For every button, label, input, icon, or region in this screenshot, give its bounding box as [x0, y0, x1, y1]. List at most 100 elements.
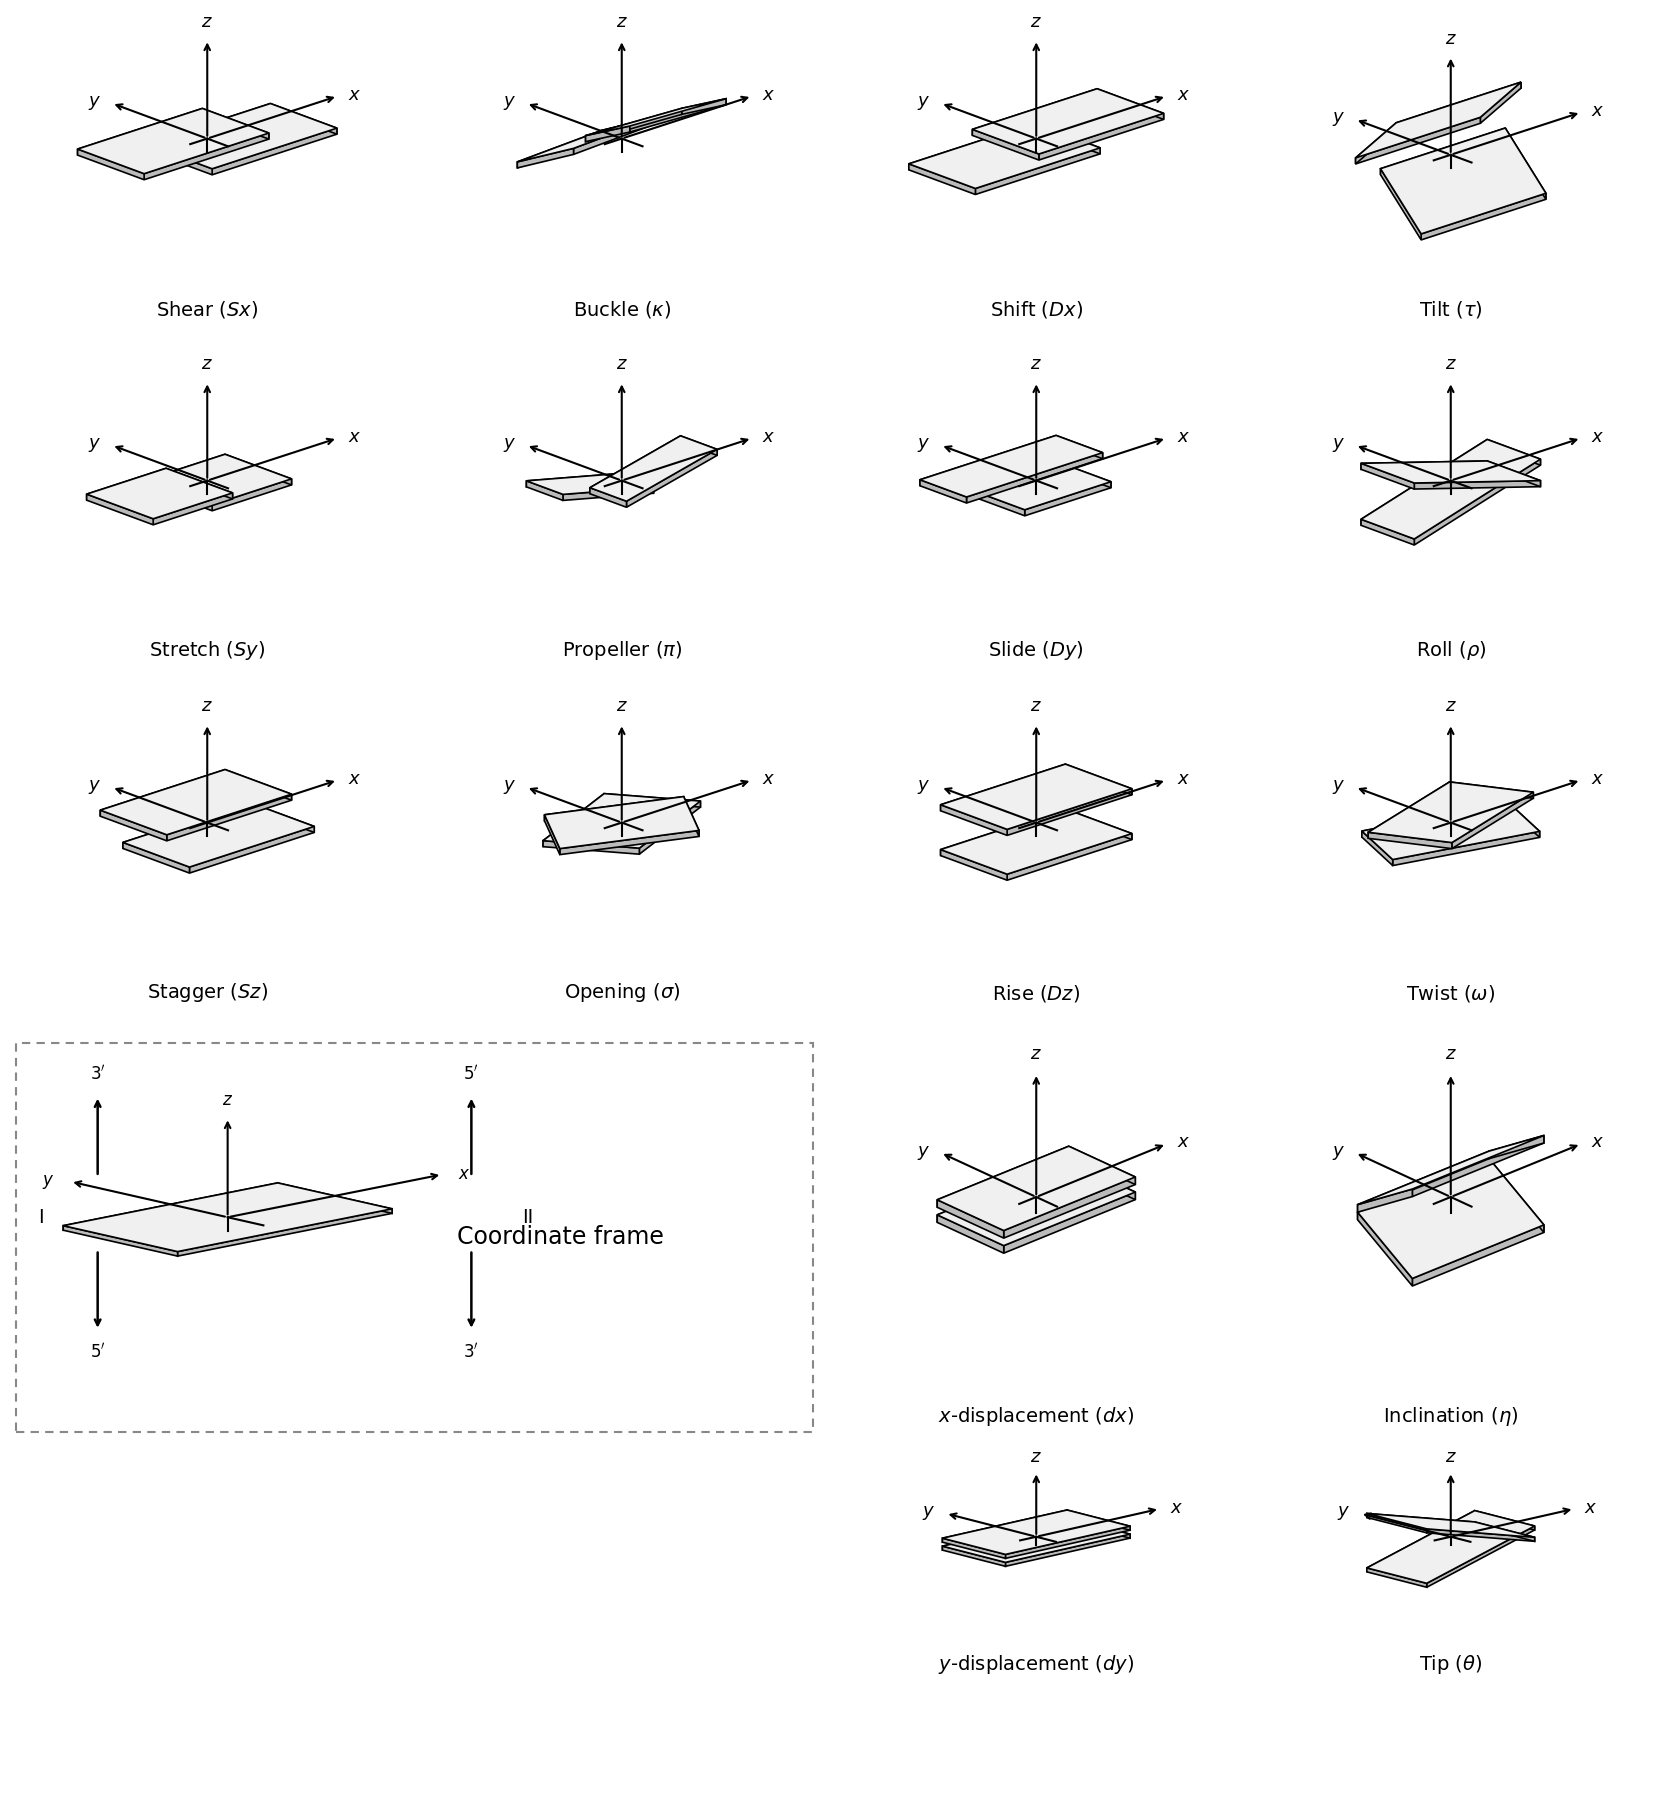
Text: $z$: $z$	[1443, 1046, 1457, 1064]
Polygon shape	[543, 794, 603, 846]
Polygon shape	[247, 801, 315, 832]
Polygon shape	[1069, 1161, 1135, 1199]
Polygon shape	[1488, 1159, 1543, 1233]
Text: $z$: $z$	[1443, 1447, 1457, 1465]
Polygon shape	[1505, 128, 1544, 200]
Polygon shape	[146, 144, 212, 175]
Polygon shape	[1360, 518, 1413, 545]
Polygon shape	[1360, 832, 1392, 866]
Polygon shape	[1360, 463, 1413, 490]
Polygon shape	[1412, 1136, 1543, 1197]
Text: $y$: $y$	[1331, 1143, 1344, 1161]
Polygon shape	[543, 815, 560, 855]
Polygon shape	[590, 488, 626, 508]
Polygon shape	[585, 126, 630, 142]
Text: $z$: $z$	[1029, 697, 1042, 715]
Polygon shape	[86, 495, 152, 526]
Polygon shape	[1365, 1568, 1427, 1588]
Polygon shape	[63, 1226, 177, 1256]
Polygon shape	[225, 454, 292, 484]
Polygon shape	[1380, 169, 1420, 239]
Polygon shape	[630, 99, 726, 131]
Polygon shape	[225, 770, 292, 801]
Text: $y$: $y$	[1331, 110, 1344, 128]
Text: $x$: $x$	[1176, 86, 1190, 104]
Text: Stagger ($Sz$): Stagger ($Sz$)	[146, 981, 268, 1004]
Text: $z$: $z$	[1443, 355, 1457, 373]
Text: $x$: $x$	[762, 86, 775, 104]
Polygon shape	[1357, 1159, 1488, 1220]
Polygon shape	[123, 842, 189, 873]
Text: Rise ($Dz$): Rise ($Dz$)	[991, 983, 1080, 1004]
Polygon shape	[167, 794, 292, 841]
Polygon shape	[940, 808, 1065, 855]
Polygon shape	[1067, 1510, 1130, 1530]
Polygon shape	[1004, 1526, 1130, 1559]
Polygon shape	[936, 1201, 1002, 1238]
Polygon shape	[1365, 1514, 1473, 1526]
Polygon shape	[1365, 1514, 1427, 1534]
Text: $y$: $y$	[916, 436, 930, 454]
Polygon shape	[1380, 128, 1505, 175]
Polygon shape	[1395, 83, 1519, 130]
Polygon shape	[1473, 1523, 1534, 1541]
Polygon shape	[525, 473, 653, 495]
Polygon shape	[1367, 781, 1533, 842]
Polygon shape	[1365, 1510, 1473, 1571]
Text: $z$: $z$	[615, 13, 628, 31]
Polygon shape	[1357, 1136, 1543, 1204]
Polygon shape	[99, 810, 167, 841]
Text: $z$: $z$	[200, 697, 214, 715]
Polygon shape	[1412, 1224, 1543, 1285]
Polygon shape	[940, 808, 1132, 875]
Polygon shape	[936, 1161, 1135, 1246]
Text: $y$-displacement ($dy$): $y$-displacement ($dy$)	[938, 1652, 1133, 1676]
Text: $y$: $y$	[916, 94, 930, 112]
Polygon shape	[146, 481, 212, 511]
Polygon shape	[940, 850, 1006, 880]
Text: $x$: $x$	[1591, 770, 1604, 788]
Polygon shape	[681, 99, 726, 115]
Polygon shape	[1360, 803, 1508, 837]
Polygon shape	[1056, 436, 1102, 459]
Polygon shape	[560, 830, 699, 855]
Text: $z$: $z$	[200, 13, 214, 31]
Polygon shape	[144, 133, 268, 180]
Polygon shape	[202, 108, 268, 139]
Polygon shape	[616, 473, 653, 493]
Polygon shape	[1024, 482, 1110, 517]
Polygon shape	[920, 481, 966, 502]
Polygon shape	[1360, 439, 1539, 538]
Polygon shape	[1365, 1510, 1534, 1584]
Polygon shape	[936, 1147, 1135, 1231]
Text: I: I	[38, 1208, 43, 1228]
Polygon shape	[86, 468, 166, 500]
Polygon shape	[1357, 1190, 1412, 1211]
Polygon shape	[971, 88, 1097, 135]
Polygon shape	[940, 805, 1006, 835]
Polygon shape	[1448, 781, 1533, 797]
Text: $z$: $z$	[222, 1091, 234, 1109]
Text: $z$: $z$	[1029, 1046, 1042, 1064]
Text: $5'$: $5'$	[89, 1343, 106, 1363]
Polygon shape	[1360, 803, 1539, 860]
Text: Roll ($\rho$): Roll ($\rho$)	[1415, 639, 1485, 662]
Text: $z$: $z$	[615, 355, 628, 373]
Polygon shape	[640, 801, 699, 855]
Polygon shape	[1380, 128, 1544, 234]
Polygon shape	[270, 104, 336, 135]
Polygon shape	[941, 1517, 1067, 1550]
Polygon shape	[177, 1210, 391, 1256]
Text: $y$: $y$	[921, 1505, 935, 1523]
Polygon shape	[517, 117, 658, 162]
Polygon shape	[525, 473, 616, 486]
Text: $y$: $y$	[1331, 436, 1344, 454]
Polygon shape	[1452, 792, 1533, 848]
Polygon shape	[543, 841, 640, 855]
Polygon shape	[1097, 88, 1163, 119]
Polygon shape	[1473, 1510, 1534, 1530]
Text: $x$: $x$	[348, 86, 361, 104]
Text: $y$: $y$	[916, 778, 930, 796]
Polygon shape	[1488, 1136, 1543, 1159]
Polygon shape	[1357, 1150, 1488, 1211]
